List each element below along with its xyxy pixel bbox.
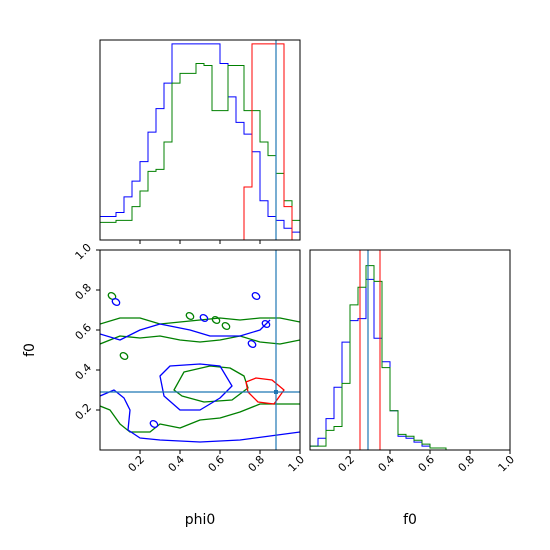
contour-blob-blue	[149, 419, 159, 429]
contour-blob-blue	[111, 297, 121, 307]
f0-histogram-frame	[309, 249, 511, 451]
contour-blob-blue	[251, 291, 261, 301]
f0-hist-green	[310, 265, 510, 450]
phi0-hist-blue	[100, 43, 300, 233]
f0-hist-red	[359, 250, 381, 450]
phi0-hist-green	[100, 63, 300, 223]
contour-red-7	[245, 377, 285, 405]
contour-blob-green	[211, 315, 221, 325]
contour-green-2	[100, 403, 300, 433]
contour-green-0	[100, 317, 300, 325]
contour-blob-blue	[247, 339, 257, 349]
contour-blue-6	[100, 389, 300, 443]
contour-blob-blue	[261, 319, 271, 329]
phi0-hist-red	[100, 43, 300, 240]
phi0-histogram-panel	[99, 39, 301, 244]
joint-truth-point	[274, 390, 278, 394]
contour-blob-green	[221, 321, 231, 331]
phi0-histogram-frame	[99, 39, 301, 241]
x-axis-label-f0: f0	[403, 512, 417, 528]
contour-blue-4	[100, 319, 271, 341]
x-axis-label-phi0: phi0	[185, 512, 216, 528]
contour-blob-blue	[199, 313, 209, 323]
contour-blob-green	[119, 351, 129, 361]
contour-green-1	[100, 335, 300, 345]
contour-frame	[99, 249, 301, 451]
contour-blob-green	[185, 311, 195, 321]
y-axis-label-f0: f0	[22, 343, 38, 357]
